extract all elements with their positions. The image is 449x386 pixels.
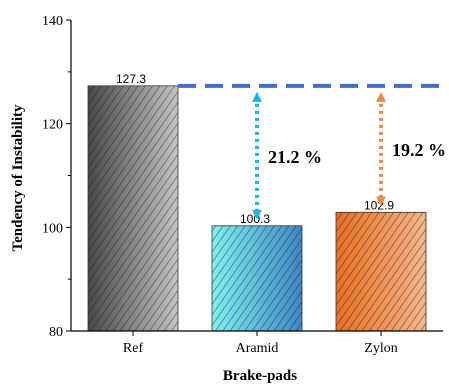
reduction-label-aramid: 21.2 % xyxy=(268,147,322,167)
bar-hatch-aramid xyxy=(211,225,303,332)
x-tick-label-zylon: Zylon xyxy=(364,341,397,356)
reduction-label-zylon: 19.2 % xyxy=(392,140,446,160)
y-tick-label: 80 xyxy=(49,325,63,340)
bar-hatch-ref xyxy=(87,85,179,332)
y-axis-title: Tendency of Instability xyxy=(10,104,26,251)
bars-group: 127.3 100.3 102.9 xyxy=(87,72,427,332)
y-tick-label: 140 xyxy=(42,14,63,29)
data-label-aramid: 100.3 xyxy=(240,212,270,226)
x-tick-label-aramid: Aramid xyxy=(236,341,279,356)
y-tick-label: 120 xyxy=(42,118,63,133)
x-axis-title: Brake-pads xyxy=(223,368,297,384)
x-tick-label-ref: Ref xyxy=(123,341,144,356)
y-tick-label: 100 xyxy=(42,221,63,236)
data-label-zylon: 102.9 xyxy=(364,198,394,212)
bar-hatch-zylon xyxy=(335,211,427,332)
data-label-ref: 127.3 xyxy=(116,72,146,86)
axes-group: Ref Aramid Zylon 80 100 120 140 xyxy=(42,14,443,356)
overlay-group: 21.2 % 19.2 % xyxy=(178,83,446,220)
